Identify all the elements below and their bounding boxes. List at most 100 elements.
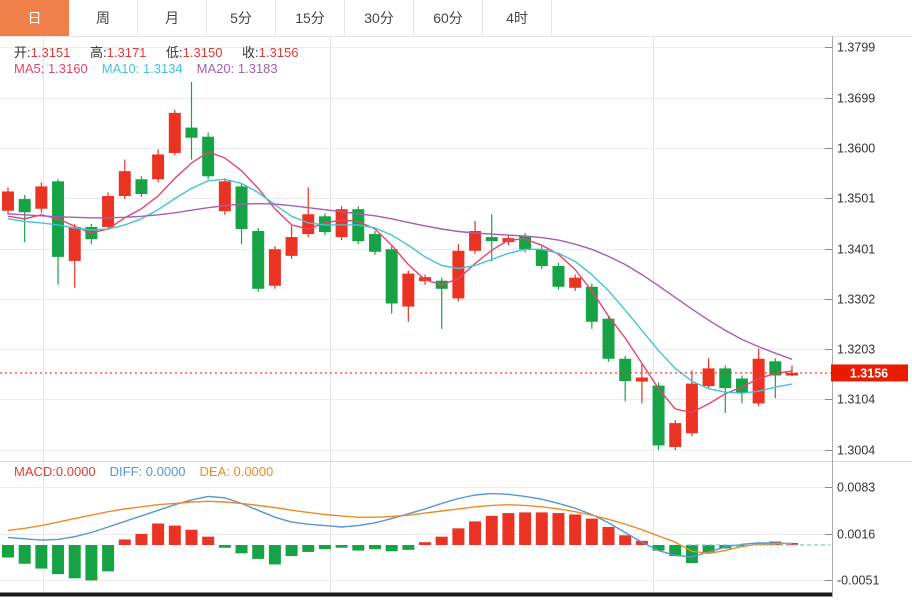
ma-line-ma10: [7, 178, 793, 394]
macd-bar[interactable]: [68, 545, 81, 579]
macd-bar[interactable]: [485, 515, 498, 545]
macd-bar[interactable]: [602, 526, 615, 545]
candle[interactable]: [52, 179, 65, 285]
candle[interactable]: [185, 81, 198, 160]
macd-bar[interactable]: [419, 542, 432, 545]
current-price-tag: 1.3156: [831, 364, 908, 382]
tab-4hour[interactable]: 4时: [483, 0, 552, 36]
candle[interactable]: [152, 149, 165, 183]
candle[interactable]: [702, 358, 715, 390]
candle[interactable]: [218, 178, 231, 215]
candle[interactable]: [619, 355, 632, 402]
macd-bar[interactable]: [735, 545, 748, 547]
tab-60min[interactable]: 60分: [414, 0, 483, 36]
candle[interactable]: [168, 109, 181, 156]
candle[interactable]: [552, 262, 565, 290]
candle[interactable]: [268, 246, 281, 289]
macd-bar[interactable]: [85, 545, 98, 581]
macd-bar[interactable]: [435, 536, 448, 545]
macd-bar[interactable]: [402, 545, 415, 550]
macd-bar[interactable]: [302, 545, 315, 552]
macd-bar[interactable]: [218, 545, 231, 548]
macd-bar[interactable]: [685, 545, 698, 564]
macd-bar[interactable]: [285, 545, 298, 557]
candle[interactable]: [368, 231, 381, 255]
macd-bar[interactable]: [368, 545, 381, 550]
candle[interactable]: [235, 183, 248, 245]
y-axis-label: 1.3004: [837, 444, 875, 458]
macd-legend-item-1: DIFF: 0.0000: [109, 464, 186, 479]
ma-legend-item-2: MA20: 1.3183: [196, 61, 278, 76]
tab-5min[interactable]: 5分: [207, 0, 276, 36]
tab-15min[interactable]: 15分: [276, 0, 345, 36]
candle[interactable]: [635, 364, 648, 404]
candle[interactable]: [569, 274, 582, 291]
tab-30min[interactable]: 30分: [345, 0, 414, 36]
macd-bar[interactable]: [569, 514, 582, 545]
candle[interactable]: [135, 176, 148, 198]
macd-bar[interactable]: [535, 512, 548, 545]
macd-bar[interactable]: [152, 523, 165, 545]
macd-bar[interactable]: [202, 536, 215, 545]
macd-bar[interactable]: [552, 513, 565, 545]
macd-bar[interactable]: [168, 525, 181, 545]
candle[interactable]: [735, 375, 748, 404]
candle[interactable]: [652, 382, 665, 450]
macd-bar[interactable]: [335, 545, 348, 548]
macd-bar[interactable]: [669, 545, 682, 557]
macd-bar[interactable]: [102, 545, 115, 572]
macd-legend: MACD:0.0000 DIFF: 0.0000 DEA: 0.0000: [14, 464, 287, 479]
macd-bar[interactable]: [235, 545, 248, 554]
candle[interactable]: [535, 246, 548, 270]
low-label: 低:: [166, 45, 183, 60]
y-axis-label: 1.3699: [837, 92, 875, 106]
open-label: 开:: [14, 45, 31, 60]
candle[interactable]: [202, 132, 215, 180]
tab-day[interactable]: 日: [0, 0, 69, 36]
candle[interactable]: [669, 420, 682, 450]
high-value: 1.3171: [106, 45, 147, 60]
macd-bar[interactable]: [252, 545, 265, 559]
macd-bar[interactable]: [118, 539, 131, 545]
candle[interactable]: [85, 223, 98, 245]
candle[interactable]: [786, 365, 798, 376]
macd-bar[interactable]: [352, 545, 365, 551]
candle[interactable]: [452, 244, 465, 302]
macd-bar[interactable]: [35, 545, 48, 569]
tab-month[interactable]: 月: [138, 0, 207, 36]
macd-line-dea: [7, 500, 792, 554]
candle[interactable]: [68, 223, 81, 288]
candle[interactable]: [318, 213, 331, 236]
candle[interactable]: [252, 227, 265, 292]
close-label: 收:: [242, 45, 259, 60]
macd-bar[interactable]: [619, 535, 632, 545]
macd-bar[interactable]: [135, 533, 148, 545]
y-axis-label: 1.3302: [837, 293, 875, 307]
candle[interactable]: [402, 270, 415, 322]
candle[interactable]: [602, 315, 615, 362]
candle[interactable]: [469, 220, 482, 254]
candle[interactable]: [2, 187, 14, 215]
macd-bar[interactable]: [452, 528, 465, 545]
macd-bar[interactable]: [519, 512, 532, 545]
macd-bar[interactable]: [2, 545, 14, 558]
candle[interactable]: [485, 214, 498, 262]
macd-bar[interactable]: [385, 545, 398, 552]
macd-bar[interactable]: [185, 529, 198, 545]
macd-bar[interactable]: [652, 545, 665, 551]
macd-bar[interactable]: [702, 545, 715, 554]
macd-bar[interactable]: [502, 513, 515, 545]
macd-bar[interactable]: [585, 518, 598, 545]
candle[interactable]: [769, 358, 782, 399]
candle[interactable]: [385, 246, 398, 314]
macd-bar[interactable]: [268, 545, 281, 565]
macd-bar[interactable]: [52, 545, 65, 575]
candle[interactable]: [35, 182, 48, 213]
candle[interactable]: [285, 225, 298, 259]
tab-week[interactable]: 周: [69, 0, 138, 36]
macd-bar[interactable]: [318, 545, 331, 550]
candle[interactable]: [102, 192, 115, 230]
candle[interactable]: [118, 159, 131, 200]
macd-bar[interactable]: [469, 521, 482, 545]
macd-bar[interactable]: [18, 545, 31, 564]
